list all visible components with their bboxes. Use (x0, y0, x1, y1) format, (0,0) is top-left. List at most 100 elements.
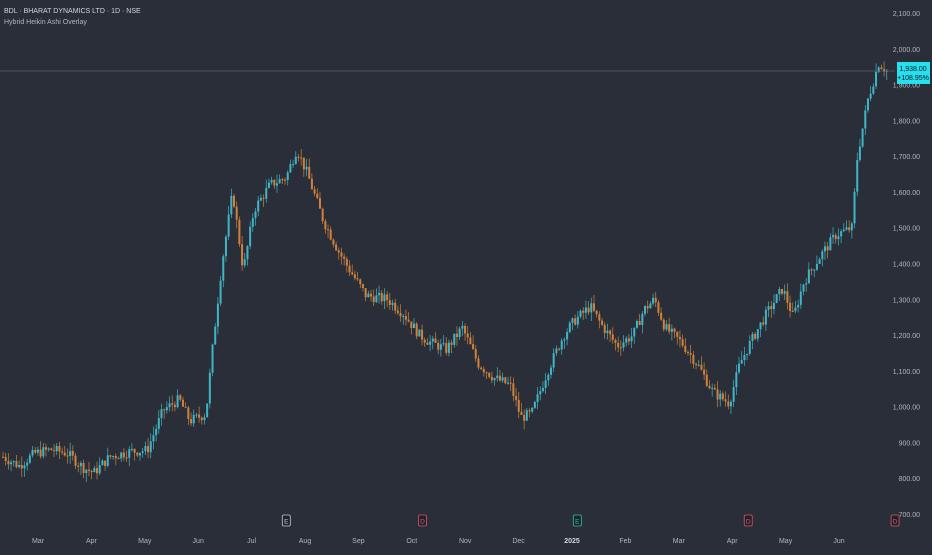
candle-body (101, 460, 104, 466)
candle-body (872, 86, 875, 94)
candle-body (375, 295, 378, 303)
candle-body (644, 306, 647, 314)
candle-body (657, 302, 660, 313)
last-price-change: +108.95% (897, 75, 929, 82)
candle-body (364, 287, 367, 298)
candle-body (592, 303, 595, 311)
candle-body (845, 227, 848, 230)
candle-body (603, 324, 606, 334)
candle-body (531, 407, 534, 412)
candle-body (727, 401, 730, 407)
candle-body (2, 456, 4, 458)
candle-body (96, 468, 99, 474)
candle-series (2, 61, 888, 482)
candle-body (743, 355, 746, 360)
candle-body (673, 328, 676, 332)
candle-body (598, 314, 601, 321)
candle-body (469, 337, 472, 345)
candle-body (421, 329, 424, 340)
candle-body (284, 179, 287, 181)
candle-body (587, 307, 590, 313)
candle-body (480, 367, 483, 370)
candle-body (90, 470, 93, 473)
x-tick-label: Sep (352, 538, 365, 545)
candle-body (455, 333, 458, 337)
event-marker-box (743, 514, 753, 527)
candle-body (493, 378, 496, 381)
symbol-title[interactable]: BDL · BHARAT DYNAMICS LTD · 1D · NSE (4, 8, 141, 15)
candle-body (79, 462, 82, 467)
candle-body (93, 468, 96, 473)
candle-body (646, 306, 649, 309)
candle-body (370, 293, 373, 297)
candle-body (200, 417, 203, 421)
candle-body (297, 156, 300, 158)
candle-body (686, 352, 689, 354)
candle-body (410, 321, 413, 328)
candle-body (746, 353, 749, 356)
candle-body (241, 244, 244, 266)
candle-body (676, 331, 679, 337)
candle-body (163, 409, 166, 411)
candle-body (700, 364, 703, 370)
time-axis[interactable]: Mar Apr May Jun Jul Aug Sep Oct Nov Dec 2025 Feb Mar… (32, 538, 845, 545)
candle-body (361, 284, 364, 288)
candle-body (802, 284, 805, 292)
candle-body (34, 449, 37, 453)
candle-body (50, 448, 53, 451)
chart-legend: BDL · BHARAT DYNAMICS LTD · 1D · NSE Hyb… (4, 6, 141, 28)
candle-body (190, 419, 193, 424)
candle-body (724, 399, 727, 402)
candle-body (257, 200, 260, 212)
candle-body (512, 383, 515, 397)
candle-body (533, 401, 536, 408)
candle-body (635, 320, 638, 328)
candle-body (10, 462, 13, 465)
last-price-value: 1,938.00 (899, 66, 926, 73)
candle-body (122, 452, 125, 458)
candle-body (662, 319, 665, 330)
candle-body (601, 320, 604, 325)
candle-body (249, 226, 252, 247)
y-tick-label: 1,200.00 (893, 333, 920, 340)
candle-body (227, 214, 230, 237)
event-marker-box (418, 514, 427, 527)
x-tick-label: Dec (512, 538, 525, 545)
candle-body (179, 395, 182, 400)
candle-body (834, 235, 837, 240)
indicator-name[interactable]: Hybrid Heikin Ashi Overlay (4, 19, 87, 26)
candle-body (187, 407, 190, 420)
price-axis[interactable]: 700.00 800.00 900.00 1,000.00 1,100.00 1,200.… (893, 11, 920, 519)
candle-body (837, 236, 840, 240)
y-tick-label: 1,600.00 (893, 190, 920, 197)
y-tick-label: 1,100.00 (893, 369, 920, 376)
candle-body (523, 415, 526, 421)
candle-body (402, 316, 405, 318)
candle-body (434, 338, 437, 343)
x-tick-label: Aug (299, 538, 312, 545)
candle-body (584, 307, 587, 313)
candle-body (794, 307, 797, 312)
candle-body (219, 280, 222, 304)
x-tick-label: Jun (193, 538, 204, 545)
earnings-icon: E (572, 514, 582, 527)
candle-body (595, 310, 598, 315)
candle-body (641, 313, 644, 325)
candle-body (574, 318, 577, 325)
x-tick-label: Oct (406, 538, 417, 545)
candle-body (754, 333, 757, 339)
candle-body (458, 328, 461, 337)
candle-body (751, 333, 754, 341)
candle-body (826, 246, 829, 251)
candle-body (165, 407, 168, 411)
candle-body (394, 302, 397, 311)
candle-body (61, 451, 64, 453)
candle-body (856, 159, 859, 192)
candle-body (429, 341, 432, 345)
candle-body (606, 330, 609, 334)
candle-body (18, 464, 21, 468)
candle-body (791, 311, 794, 313)
candle-body (254, 211, 257, 219)
